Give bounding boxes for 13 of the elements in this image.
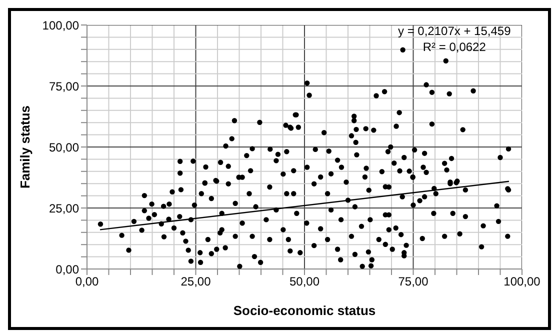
y-tick-label: 75,00	[48, 79, 80, 94]
x-tick-label: 25,00	[180, 274, 212, 289]
annotation: R² = 0,0622	[422, 40, 486, 54]
y-tick-label: 50,00	[48, 140, 80, 154]
x-axis-title: Socio-economic status	[233, 303, 376, 318]
y-axis-title: Family status	[18, 105, 33, 189]
x-tick-label: 0,00	[75, 274, 99, 289]
x-tick-label: 75,00	[398, 274, 429, 289]
y-tick-label: 100,00	[42, 18, 80, 32]
x-tick-label: 50,00	[289, 274, 320, 289]
y-tick-label: 0,00	[56, 262, 80, 276]
x-tick-label: 100,00	[504, 274, 541, 289]
y-tick-label: 25,00	[48, 201, 80, 216]
